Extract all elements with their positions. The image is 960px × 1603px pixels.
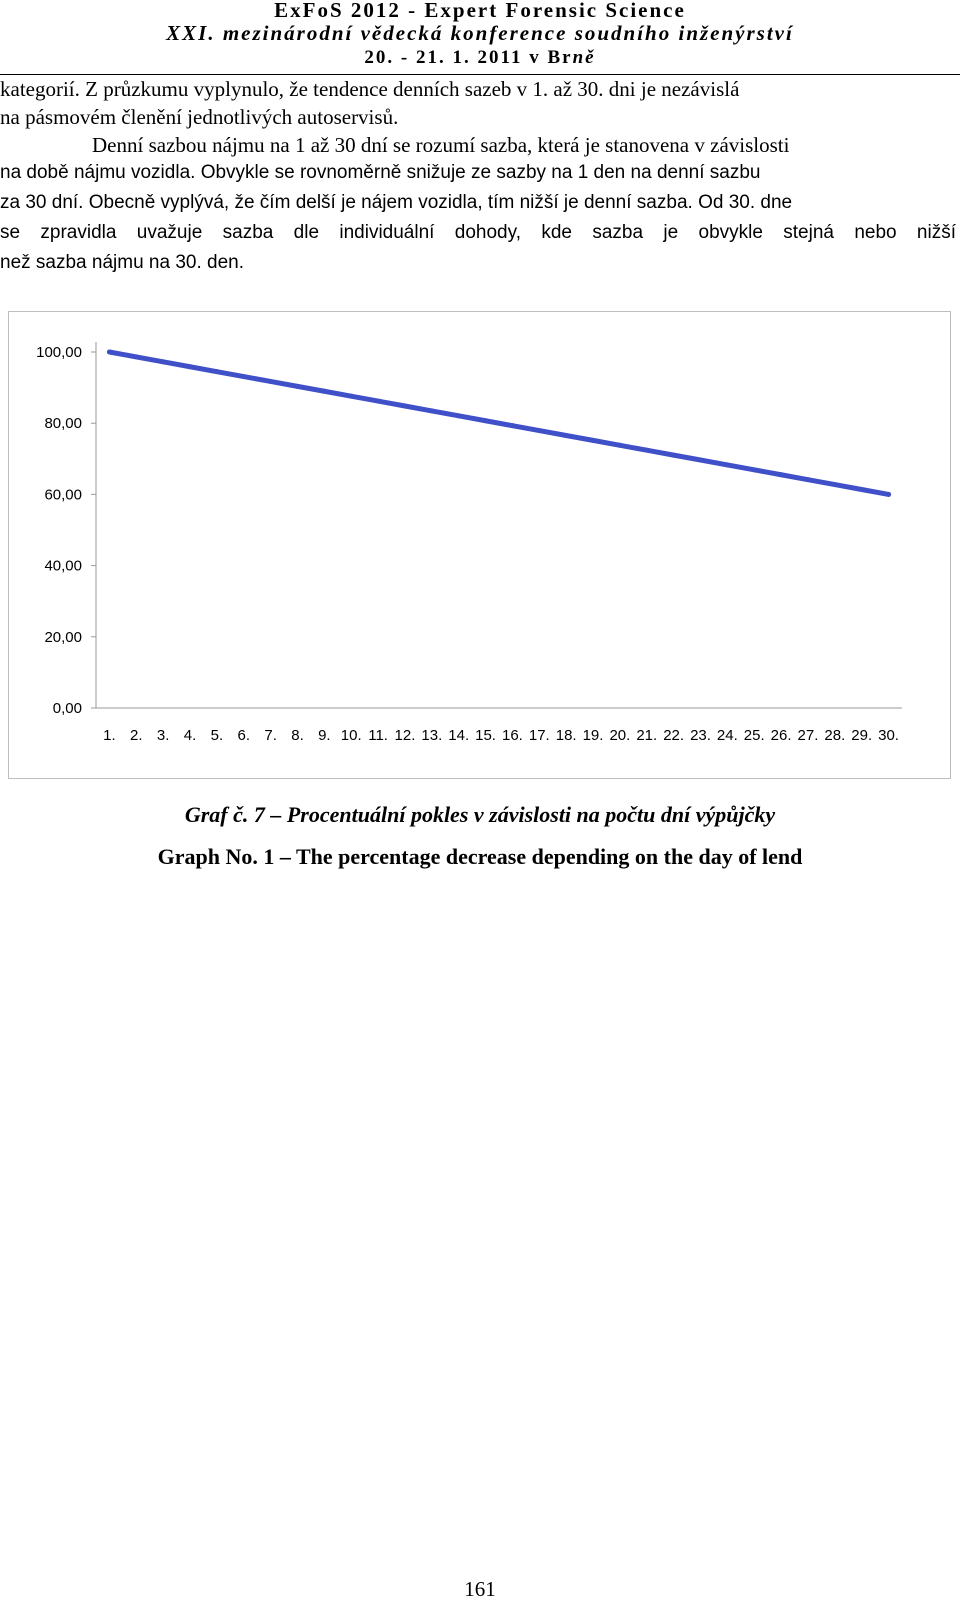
line-chart: 0,00 20,00 40,00 60,00 80,00 100,00 1. 2. 3. 4. 5.… (36, 342, 902, 744)
data-point (509, 423, 515, 429)
x-tick-label: 9. (318, 727, 331, 744)
x-tick-label: 8. (291, 727, 304, 744)
x-tick-label: 12. (395, 727, 416, 744)
y-tick-label: 80,00 (44, 415, 82, 432)
page-header: ExFoS 2012 - Expert Forensic Science XXI… (0, 0, 960, 75)
y-tick-label: 0,00 (53, 700, 82, 717)
body-line-4: na době nájmu vozidla. Obvykle se rovnom… (0, 162, 761, 183)
x-tick-label: 22. (663, 727, 684, 744)
x-tick-label: 17. (529, 727, 550, 744)
x-tick-label: 14. (448, 727, 469, 744)
data-point (671, 452, 677, 458)
x-tick-label: 13. (421, 727, 442, 744)
body-line-7: než sazba nájmu na 30. den. (0, 252, 245, 273)
body-line-1: kategorií. Z průzkumu vyplynulo, že tend… (0, 77, 740, 101)
data-point (214, 369, 220, 375)
x-tick-label: 3. (157, 727, 170, 744)
body-line-5: za 30 dní. Obecně vyplývá, že čím delší … (0, 192, 793, 213)
data-point (295, 383, 300, 389)
figure-caption-czech: Graf č. 7 – Procentuální pokles v závisl… (184, 802, 776, 827)
data-point (886, 491, 892, 497)
x-tick-label: 24. (717, 727, 738, 744)
data-point (133, 354, 139, 360)
data-point (268, 378, 274, 384)
data-point (644, 447, 650, 453)
data-point (402, 403, 408, 409)
data-point (321, 388, 327, 394)
data-point (724, 462, 730, 468)
data-point (429, 408, 435, 414)
body-line-3: Denní sazbou nájmu na 1 až 30 dní se roz… (92, 133, 790, 157)
data-point (483, 418, 489, 424)
data-point (160, 359, 166, 365)
data-point (375, 398, 381, 404)
conference-date: 20. - 21. 1. 2011 v Brně (364, 47, 596, 68)
x-tick-label: 23. (690, 727, 711, 744)
x-tick-label: 29. (851, 727, 872, 744)
x-tick-label: 11. (368, 727, 388, 744)
x-tick-label: 27. (798, 727, 819, 744)
x-tick-label: 26. (771, 727, 792, 744)
data-point (348, 393, 354, 399)
x-tick-label: 5. (211, 727, 224, 744)
x-tick-label: 19. (583, 727, 604, 744)
series-line (106, 349, 892, 497)
x-tick-label: 10. (341, 727, 362, 744)
x-tick-label: 28. (824, 727, 845, 744)
chart-area: 0,00 20,00 40,00 60,00 80,00 100,00 1. 2. 3. 4. 5.… (8, 311, 951, 779)
x-tick-label: 18. (556, 727, 577, 744)
data-point (106, 349, 112, 355)
data-point (241, 374, 247, 380)
data-point (778, 472, 784, 478)
conference-subtitle: XXI. mezinárodní vědecká konference soud… (166, 21, 794, 45)
data-point (832, 482, 838, 488)
data-point (698, 457, 703, 463)
data-point (590, 437, 596, 443)
data-point (536, 428, 542, 434)
data-point (617, 442, 623, 448)
x-tick-label: 20. (609, 727, 630, 744)
data-point (456, 413, 462, 419)
data-point (751, 467, 757, 473)
x-tick-label: 21. (636, 727, 657, 744)
body-line-6: se zpravidla uvažuje sazba dle individuá… (0, 222, 956, 243)
y-tick-label: 40,00 (44, 558, 82, 575)
data-point (187, 364, 193, 370)
x-tick-label: 7. (264, 727, 277, 744)
x-tick-label: 30. (878, 727, 899, 744)
y-tick-label: 60,00 (44, 486, 82, 503)
x-tick-label: 15. (475, 727, 496, 744)
x-tick-label: 4. (184, 727, 197, 744)
x-tick-label: 6. (238, 727, 251, 744)
data-point (805, 477, 811, 483)
figure-caption-english: Graph No. 1 – The percentage decrease de… (157, 844, 803, 869)
page-number: 161 (464, 1577, 496, 1601)
conference-title: ExFoS 2012 - Expert Forensic Science (274, 0, 686, 22)
data-point (563, 432, 569, 438)
x-tick-label: 2. (130, 727, 143, 744)
data-point (859, 486, 865, 492)
y-tick-label: 20,00 (44, 629, 82, 646)
x-tick-label: 16. (502, 727, 523, 744)
x-tick-label: 1. (103, 727, 116, 744)
x-tick-label: 25. (744, 727, 765, 744)
body-line-2: na pásmovém členění jednotlivých autoser… (0, 105, 399, 129)
y-tick-label: 100,00 (36, 344, 82, 361)
